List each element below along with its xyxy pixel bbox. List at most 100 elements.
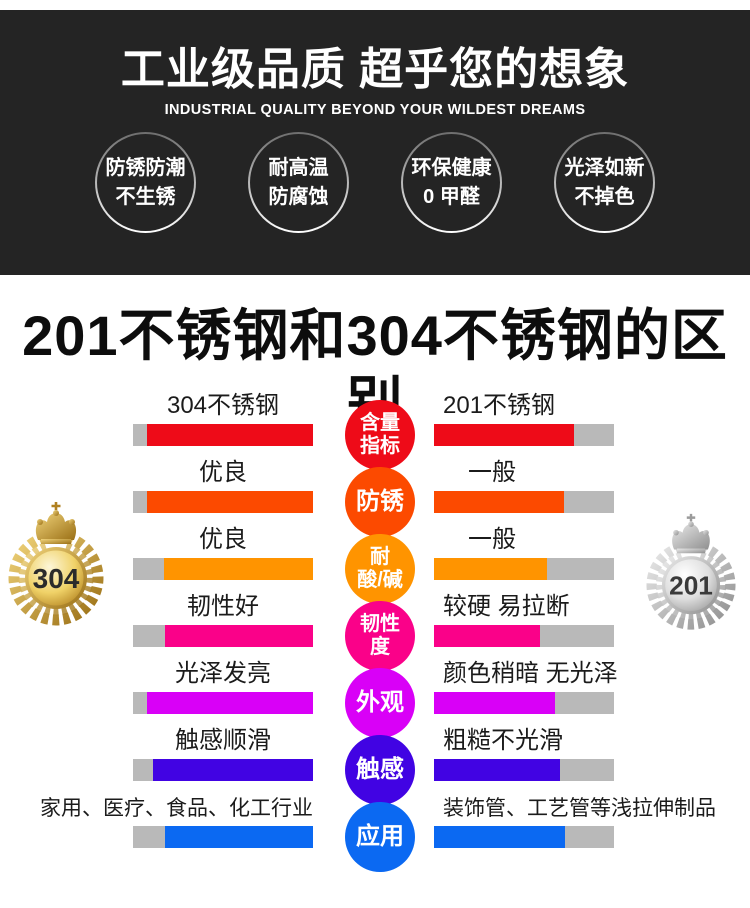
feature-line: 0 甲醛 [423,185,480,208]
right-value-label: 装饰管、工艺管等浅拉伸制品 [434,782,716,822]
feature-badge-rustproof: 防锈防潮 不生锈 [95,132,196,234]
medal-201-icon: 201 [644,512,738,637]
category-circle: 触感 [345,735,415,805]
rating-bar-fill [165,625,313,647]
rating-bar-201 [434,625,614,647]
feature-line: 防锈防潮 [105,156,186,179]
right-value-label: 一般 [434,447,614,487]
rating-bar-304 [133,625,313,647]
rating-bar-fill [147,692,313,714]
right-value-text: 一般 [468,526,516,553]
medal-number: 201 [669,571,713,601]
rating-bar-201 [434,558,614,580]
right-value-text: 201不锈钢 [443,392,556,419]
rating-bar-fill [147,424,313,446]
left-value-text: 触感顺滑 [175,727,271,754]
comparison-row: 触感顺滑触感 粗糙不光滑 [0,715,750,805]
category-circle: 耐酸/碱 [345,534,415,604]
category-text: 指标 [360,435,400,457]
left-value-text: 家用、医疗、食品、化工行业 [40,797,313,820]
category-circle: 应用 [345,802,415,872]
feature-badge-heat-resistant: 耐高温 防腐蚀 [248,132,349,234]
rating-bar-201 [434,759,614,781]
left-value-text: 光泽发亮 [175,660,271,687]
rating-bar-304 [133,491,313,513]
laurel-wreath [8,532,104,626]
feature-line: 不生锈 [115,185,176,208]
medal-304-icon: 304 [6,500,106,633]
category-text: 酸/碱 [357,569,403,591]
left-value-label: 触感顺滑 [133,715,313,755]
rating-bar-fill [434,558,548,580]
category-circle: 防锈 [345,467,415,537]
category-text: 耐 [370,546,390,568]
comparison-rows: 304不锈钢 含量 指标 201不锈钢 优良 防锈 一般 优良耐酸/碱 一般 韧性好 韧性度较硬 易… [0,380,750,872]
rating-bar-fill [434,826,566,848]
feature-line: 不掉色 [574,185,635,208]
gold-medal-icon: 304 [8,502,104,626]
category-circle: 外观 [345,668,415,738]
rating-bar-201 [434,491,614,513]
rating-bar-304 [133,692,313,714]
left-value-label: 家用、医疗、食品、化工行业 [40,782,313,822]
header-banner: 工业级品质 超乎您的想象 INDUSTRIAL QUALITY BEYOND Y… [0,10,750,275]
rating-bar-fill [434,491,564,513]
left-value-text: 韧性好 [187,593,259,620]
feature-badge-text: 耐高温 防腐蚀 [250,134,347,232]
crown-icon [35,502,77,544]
right-value-text: 一般 [468,459,516,486]
header-title: 工业级品质 超乎您的想象 [120,45,630,94]
comparison-row: 优良耐酸/碱 一般 [0,514,750,604]
left-value-label: 优良 [133,447,313,487]
category-text: 应用 [356,823,404,850]
medal-number: 304 [33,563,80,594]
category-circle: 韧性度 [345,601,415,671]
rating-bar-304 [133,424,313,446]
right-value-label: 粗糙不光滑 [434,715,614,755]
comparison-section: 304不锈钢 含量 指标 201不锈钢 优良 防锈 一般 优良耐酸/碱 一般 韧性好 韧性度较硬 易… [0,380,750,880]
rating-bar-304 [133,558,313,580]
rating-bar-201 [434,826,614,848]
left-value-label: 韧性好 [133,581,313,621]
rating-bar-fill [434,692,555,714]
rating-bar-201 [434,424,614,446]
right-value-label: 颜色稍暗 无光泽 [434,648,618,688]
rating-bar-fill [434,625,541,647]
category-circle: 含量 指标 [345,400,415,470]
rating-bar-304 [133,826,313,848]
left-value-label: 优良 [133,514,313,554]
right-value-label: 一般 [434,514,614,554]
rating-bar-fill [163,558,313,580]
feature-badge-eco-health: 环保健康 0 甲醛 [401,132,502,234]
right-value-text: 装饰管、工艺管等浅拉伸制品 [443,797,716,820]
feature-badge-text: 防锈防潮 不生锈 [97,134,194,232]
feature-badge-text: 光泽如新 不掉色 [556,134,653,232]
right-value-text: 粗糙不光滑 [443,727,563,754]
feature-line: 环保健康 [411,156,492,179]
feature-line: 光泽如新 [564,156,645,179]
rating-bar-fill [152,759,313,781]
rating-bar-201 [434,692,614,714]
medal-face [28,550,84,606]
left-value-text: 优良 [199,459,247,486]
left-value-text: 304不锈钢 [166,392,280,419]
right-value-label: 较硬 易拉断 [434,581,614,621]
feature-line: 防腐蚀 [268,185,329,208]
medal-face [665,559,717,611]
left-value-text: 优良 [199,526,247,553]
rating-bar-fill [147,491,313,513]
category-text: 防锈 [356,488,404,515]
comparison-row: 韧性好 韧性度较硬 易拉断 [0,581,750,671]
left-value-label: 光泽发亮 [133,648,313,688]
header-subtitle: INDUSTRIAL QUALITY BEYOND YOUR WILDEST D… [164,102,586,119]
right-value-label: 201不锈钢 [434,380,614,420]
category-text: 含量 [360,412,400,434]
crown-icon [672,513,710,554]
category-text: 触感 [356,756,404,783]
feature-badge-text: 环保健康 0 甲醛 [403,134,500,232]
right-value-text: 颜色稍暗 无光泽 [443,660,618,687]
rating-bar-fill [434,424,575,446]
rating-bar-304 [133,759,313,781]
rating-bar-fill [165,826,313,848]
